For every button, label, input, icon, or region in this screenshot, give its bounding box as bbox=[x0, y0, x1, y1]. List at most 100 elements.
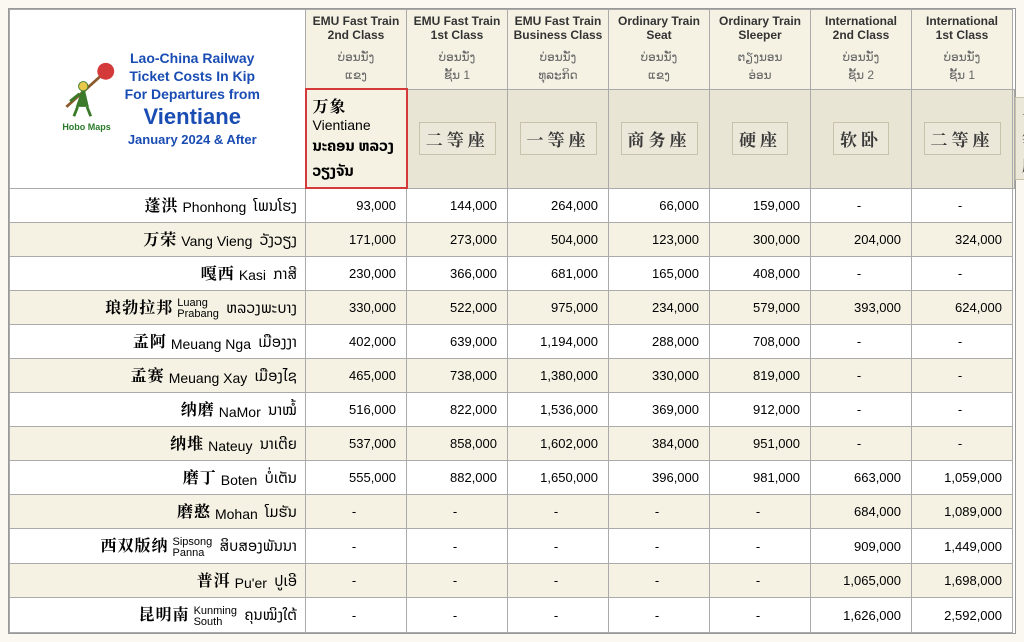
price-cell: 981,000 bbox=[710, 461, 811, 495]
price-cell: - bbox=[508, 495, 609, 529]
price-cell: 975,000 bbox=[508, 290, 609, 325]
column-header-3: Ordinary TrainSeatບ່ອນນັ່ງແຂງ bbox=[609, 10, 710, 90]
price-cell: 1,602,000 bbox=[508, 427, 609, 461]
price-cell: - bbox=[407, 598, 508, 633]
price-cell: - bbox=[811, 427, 912, 461]
price-cell: 579,000 bbox=[710, 290, 811, 325]
hobo-maps-logo: Hobo Maps bbox=[55, 60, 119, 138]
price-cell: 684,000 bbox=[811, 495, 912, 529]
price-cell: 366,000 bbox=[407, 256, 508, 290]
station-cell: 蓬洪Phonhong ໂພນໂຮງ bbox=[10, 188, 306, 222]
price-cell: - bbox=[912, 325, 1013, 359]
price-cell: - bbox=[912, 393, 1013, 427]
fare-table-container: Hobo Maps Lao-China Railway Ticket Costs… bbox=[8, 8, 1016, 634]
title-line-2: Ticket Costs In Kip bbox=[125, 67, 260, 85]
price-cell: 93,000 bbox=[306, 188, 407, 222]
title-origin: Vientiane bbox=[125, 103, 260, 132]
price-cell: - bbox=[710, 598, 811, 633]
price-cell: 822,000 bbox=[407, 393, 508, 427]
station-cell: 磨丁Boten ບໍ່ເຕັນ bbox=[10, 461, 306, 495]
table-row: 西双版纳SipsongPanna ສິບສອງພັນນາ-----909,000… bbox=[10, 529, 1015, 564]
title-line-3: For Departures from bbox=[125, 85, 260, 103]
title-line-1: Lao-China Railway bbox=[125, 49, 260, 67]
table-row: 孟阿Meuang Nga ເມືອງງາ402,000639,0001,194,… bbox=[10, 325, 1015, 359]
price-cell: - bbox=[811, 359, 912, 393]
price-cell: 144,000 bbox=[407, 188, 508, 222]
station-cell: 琅勃拉邦LuangPrabang ຫລວງພະບາງ bbox=[10, 290, 306, 325]
price-cell: 159,000 bbox=[710, 188, 811, 222]
price-cell: 663,000 bbox=[811, 461, 912, 495]
price-cell: 396,000 bbox=[609, 461, 710, 495]
price-cell: 330,000 bbox=[306, 290, 407, 325]
table-row: 纳磨NaMor ນາໝໍ້516,000822,0001,536,000369,… bbox=[10, 393, 1015, 427]
price-cell: - bbox=[912, 427, 1013, 461]
price-cell: 330,000 bbox=[609, 359, 710, 393]
table-row: 磨憨Mohan ໂມຮັນ-----684,0001,089,000 bbox=[10, 495, 1015, 529]
price-cell: 165,000 bbox=[609, 256, 710, 290]
price-cell: 264,000 bbox=[508, 188, 609, 222]
price-cell: - bbox=[710, 564, 811, 598]
price-cell: 681,000 bbox=[508, 256, 609, 290]
price-cell: 1,449,000 bbox=[912, 529, 1013, 564]
price-cell: 273,000 bbox=[407, 222, 508, 256]
price-cell: - bbox=[609, 564, 710, 598]
price-cell: - bbox=[407, 564, 508, 598]
column-header-cn-1: 一等座 bbox=[508, 89, 609, 188]
price-cell: 300,000 bbox=[710, 222, 811, 256]
price-cell: 1,059,000 bbox=[912, 461, 1013, 495]
price-cell: - bbox=[912, 359, 1013, 393]
station-cell: 普洱Pu'er ປູເອີ bbox=[10, 564, 306, 598]
price-cell: - bbox=[306, 529, 407, 564]
station-cell: 孟阿Meuang Nga ເມືອງງາ bbox=[10, 325, 306, 359]
price-cell: 1,065,000 bbox=[811, 564, 912, 598]
table-row: 琅勃拉邦LuangPrabang ຫລວງພະບາງ330,000522,000… bbox=[10, 290, 1015, 325]
price-cell: 324,000 bbox=[912, 222, 1013, 256]
price-cell: 234,000 bbox=[609, 290, 710, 325]
column-header-4: Ordinary TrainSleeperຕຽງນອນອ່ອນ bbox=[710, 10, 811, 90]
station-cell: 昆明南KunmingSouth ຄຸນໝິງໃຕ້ bbox=[10, 598, 306, 633]
price-cell: - bbox=[912, 256, 1013, 290]
column-header-cn-5: 二等座 bbox=[912, 89, 1013, 188]
price-cell: - bbox=[306, 495, 407, 529]
price-cell: 858,000 bbox=[407, 427, 508, 461]
station-cell: 纳堆Nateuy ນາເຕີຍ bbox=[10, 427, 306, 461]
price-cell: - bbox=[811, 188, 912, 222]
price-cell: 204,000 bbox=[811, 222, 912, 256]
price-cell: - bbox=[407, 495, 508, 529]
price-cell: 882,000 bbox=[407, 461, 508, 495]
column-header-0: EMU Fast Train2nd Classບ່ອນນັ່ງແຂງ bbox=[306, 10, 407, 90]
station-cell: 磨憨Mohan ໂມຮັນ bbox=[10, 495, 306, 529]
price-cell: 288,000 bbox=[609, 325, 710, 359]
price-cell: - bbox=[811, 325, 912, 359]
price-cell: 1,650,000 bbox=[508, 461, 609, 495]
price-cell: 2,592,000 bbox=[912, 598, 1013, 633]
column-header-cn-6: 一等座 bbox=[1013, 89, 1015, 188]
logo-label: Hobo Maps bbox=[62, 122, 111, 132]
price-cell: - bbox=[306, 564, 407, 598]
price-cell: - bbox=[508, 564, 609, 598]
title-block: Lao-China Railway Ticket Costs In Kip Fo… bbox=[125, 49, 260, 149]
table-row: 昆明南KunmingSouth ຄຸນໝິງໃຕ້-----1,626,0002… bbox=[10, 598, 1015, 633]
price-cell: 402,000 bbox=[306, 325, 407, 359]
column-header-cn-4: 软卧 bbox=[811, 89, 912, 188]
column-header-cn-3: 硬座 bbox=[710, 89, 811, 188]
price-cell: - bbox=[710, 495, 811, 529]
station-cell: 万荣Vang Vieng ວັງວຽງ bbox=[10, 222, 306, 256]
column-header-1: EMU Fast Train1st Classບ່ອນນັ່ງຊັ້ນ 1 bbox=[407, 10, 508, 90]
station-cell: 孟赛Meuang Xay ເມືອງໄຊ bbox=[10, 359, 306, 393]
price-cell: 1,380,000 bbox=[508, 359, 609, 393]
fare-table: Hobo Maps Lao-China Railway Ticket Costs… bbox=[9, 9, 1015, 633]
price-cell: 555,000 bbox=[306, 461, 407, 495]
price-cell: - bbox=[306, 598, 407, 633]
price-cell: 522,000 bbox=[407, 290, 508, 325]
price-cell: 537,000 bbox=[306, 427, 407, 461]
table-row: 纳堆Nateuy ນາເຕີຍ537,000858,0001,602,00038… bbox=[10, 427, 1015, 461]
price-cell: 819,000 bbox=[710, 359, 811, 393]
table-row: 蓬洪Phonhong ໂພນໂຮງ93,000144,000264,00066,… bbox=[10, 188, 1015, 222]
price-cell: 639,000 bbox=[407, 325, 508, 359]
title-dateline: January 2024 & After bbox=[125, 132, 260, 149]
price-cell: 171,000 bbox=[306, 222, 407, 256]
price-cell: 408,000 bbox=[710, 256, 811, 290]
column-header-5: International2nd Classບ່ອນນັ່ງຊັ້ນ 2 bbox=[811, 10, 912, 90]
price-cell: - bbox=[508, 529, 609, 564]
